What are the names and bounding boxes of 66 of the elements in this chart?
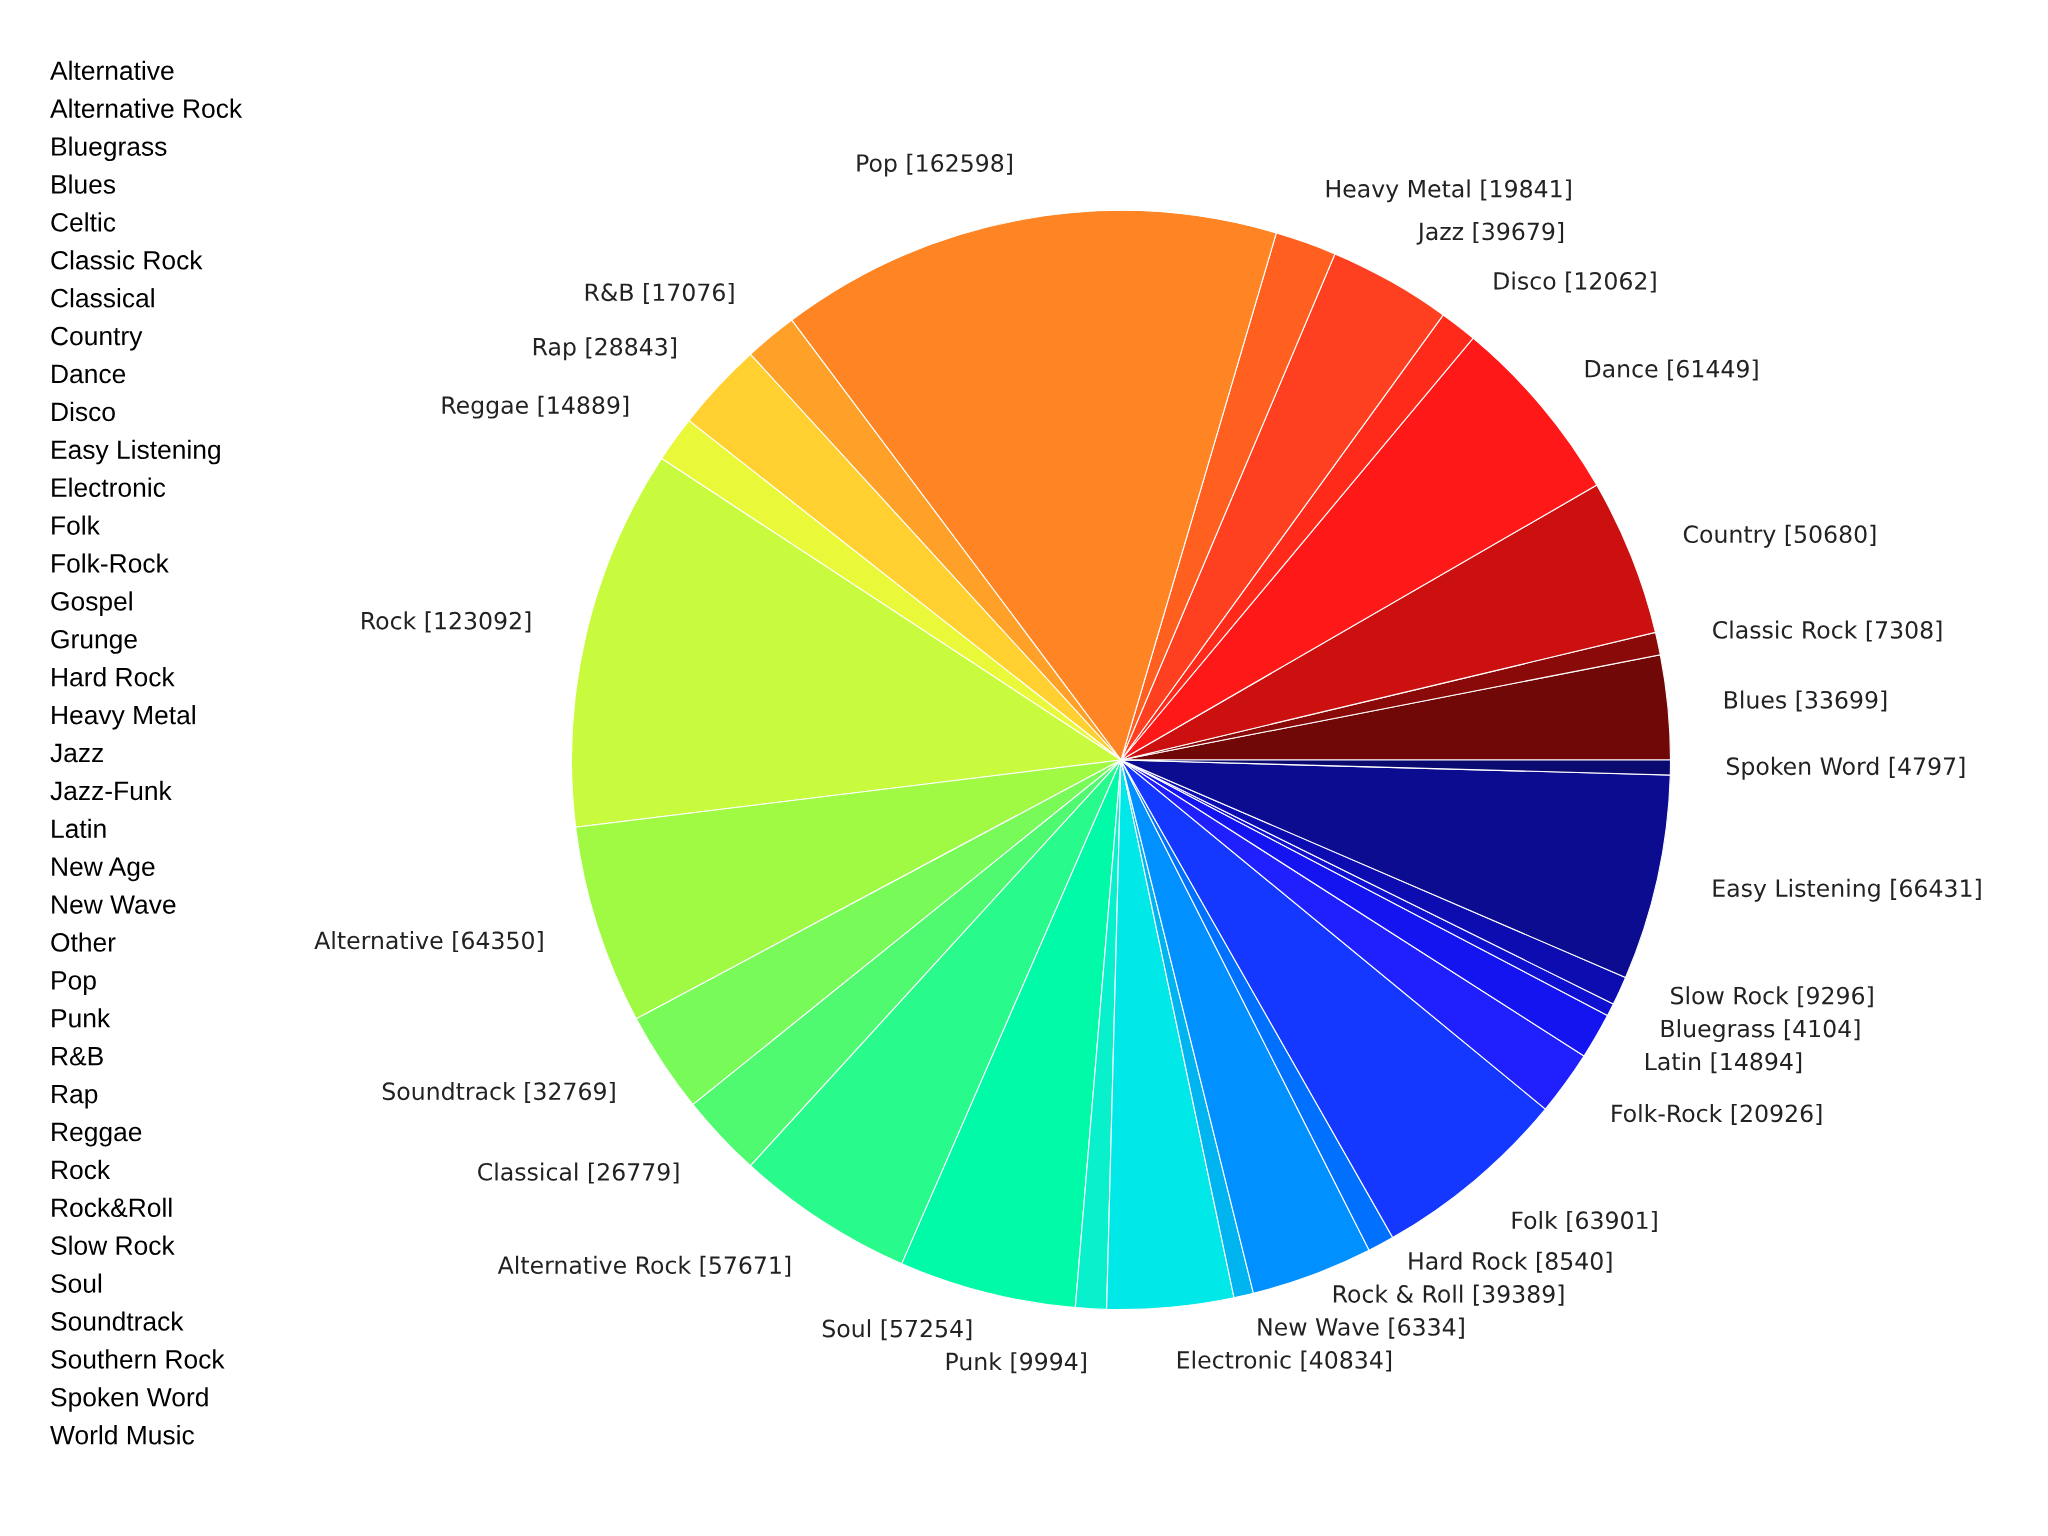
slice-label: Slow Rock [9296] (1671, 986, 1873, 1008)
text: Jazz-Funk (50, 780, 172, 801)
slice-label: Alternative [64350] (314, 931, 543, 953)
slice-label: Blues [33699] (1724, 690, 1887, 712)
text: Rock (52, 1159, 111, 1180)
slice-label: Rock & Roll [39389] (1333, 1284, 1564, 1306)
slice-label: Jazz [39679] (1416, 222, 1564, 245)
text: Alternative (50, 60, 174, 81)
text: Blues (52, 174, 116, 194)
text: Slow Rock (51, 1235, 175, 1255)
slice-label: Folk-Rock [20926] (1612, 1103, 1822, 1126)
text: Heavy Metal (52, 705, 195, 730)
text: Southern Rock (51, 1349, 225, 1369)
text: Celtic (51, 212, 116, 232)
slice-label: Classic Rock [7308] (1713, 620, 1942, 642)
text: World Music (50, 1425, 194, 1445)
slice-label: Easy Listening [66431] (1713, 878, 1981, 902)
text: Easy Listening (52, 439, 220, 465)
text: Classic Rock (51, 250, 203, 270)
slice-label: New Wave [6334] (1258, 1317, 1464, 1339)
text: Reggae (52, 1122, 142, 1147)
slice-label: Heavy Metal [19841] (1326, 179, 1571, 203)
text: Gospel (51, 591, 132, 616)
text: Country (51, 326, 143, 351)
text: Classical (51, 288, 154, 308)
slice-label: Disco [12062] (1494, 271, 1656, 293)
text: New Age (52, 857, 155, 882)
text: Soul (51, 1273, 102, 1293)
text: Bluegrass (52, 136, 167, 162)
text: Other (51, 932, 116, 952)
slice-label: Country [50680] (1683, 524, 1876, 548)
text: Pop (52, 971, 96, 995)
slice-label: Reggae [14889] (442, 395, 629, 419)
slice-label: Latin [14894] (1646, 1052, 1802, 1074)
slice-label: Punk [9994] (946, 1352, 1086, 1374)
text: Folk (52, 515, 100, 535)
slice-label: Rap [28843] (533, 337, 676, 361)
slice-label: Soundtrack [32769] (382, 1081, 615, 1103)
text: Disco (52, 401, 115, 422)
text: Electronic (52, 477, 166, 497)
text: R&B (52, 1046, 103, 1066)
slice-label: Classical [26779] (478, 1162, 679, 1184)
slice-label: Soul [57254] (822, 1319, 972, 1341)
text: Hard Rock (52, 667, 175, 687)
text: Rap (52, 1084, 98, 1109)
slice-label: Hard Rock [8540] (1409, 1251, 1612, 1273)
text: Dance (52, 364, 126, 384)
slice-label: Bluegrass [4104] (1661, 1019, 1860, 1043)
text: Grunge (51, 629, 137, 654)
slice-label: R&B [17076] (585, 282, 734, 304)
text: Soundtrack (51, 1311, 184, 1331)
text: Jazz (50, 743, 103, 763)
text: Punk (52, 1008, 111, 1028)
text: Spoken Word (51, 1387, 208, 1412)
slice-label: Rock [123092] (362, 611, 531, 633)
text: Rock&Roll (52, 1197, 172, 1218)
text: Folk-Rock (52, 553, 169, 573)
text: Alternative Rock (50, 98, 243, 118)
slice-label: Pop [162598] (857, 153, 1012, 177)
slice-label: Alternative Rock [57671] (497, 1255, 791, 1277)
slice-label: Spoken Word [4797] (1726, 756, 1965, 780)
text: New Wave (52, 895, 176, 914)
slice-label: Folk [63901] (1512, 1210, 1657, 1232)
slice-label: Dance [61449] (1585, 359, 1758, 381)
slice-label: Electronic [40834] (1177, 1350, 1392, 1372)
text: Latin (52, 818, 106, 839)
